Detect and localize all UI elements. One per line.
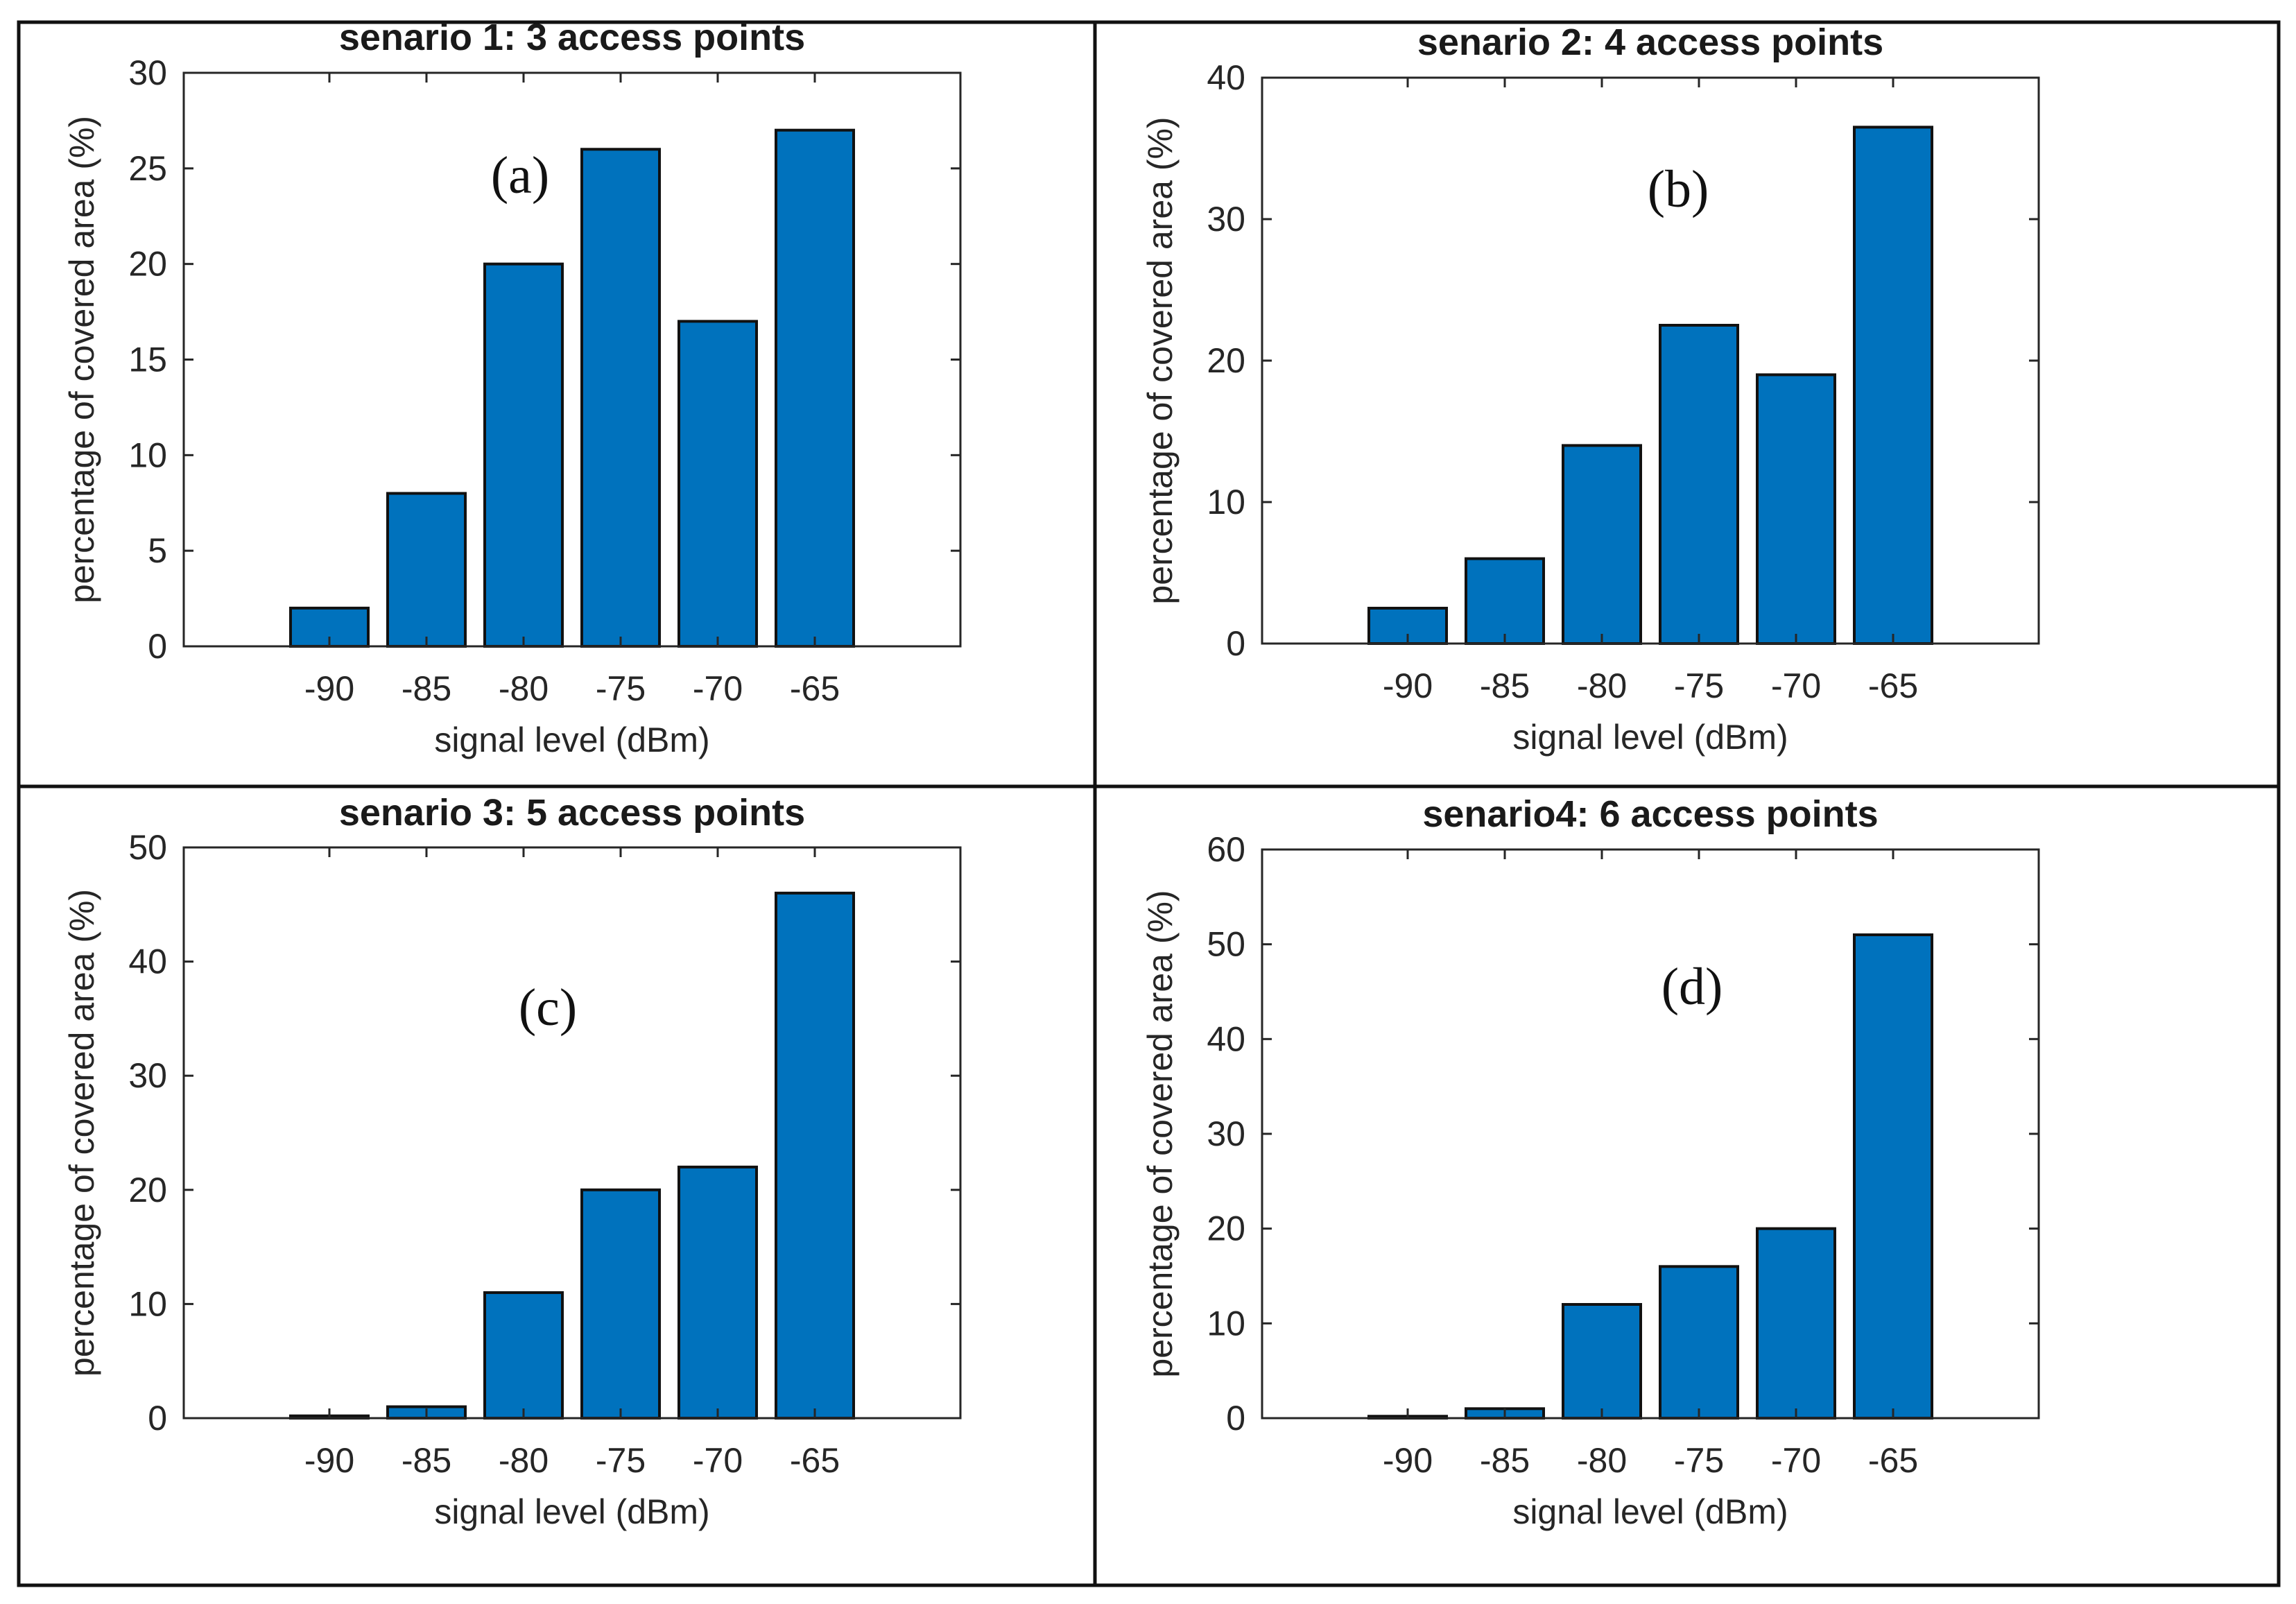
x-axis-label: signal level (dBm) xyxy=(1512,1492,1788,1531)
bar-minus70 xyxy=(1756,373,1836,646)
bar-minus85 xyxy=(1465,557,1545,645)
x-tick-label: -80 xyxy=(1577,1441,1627,1480)
bar-minus65 xyxy=(775,128,855,648)
y-tick-label: 0 xyxy=(148,1399,167,1438)
bar-minus75 xyxy=(580,148,661,648)
x-tick-label: -85 xyxy=(402,669,451,708)
bar-minus70 xyxy=(677,1165,758,1420)
panel-letter-label: (d) xyxy=(1661,958,1723,1016)
y-tick-label: 0 xyxy=(1226,1399,1245,1438)
chart-panel-2: senario 2: 4 access points 0 10 20 30 40 -90 -8… xyxy=(1141,21,2040,757)
panel-letter-label: (b) xyxy=(1648,160,1709,218)
y-axis-label: percentage of covered area (%) xyxy=(1141,890,1180,1377)
x-tick-label: -70 xyxy=(693,1441,743,1480)
bar-minus75 xyxy=(580,1188,661,1420)
y-tick-label: 10 xyxy=(128,1284,167,1323)
x-tick-label: -90 xyxy=(304,669,354,708)
y-axis-label: percentage of covered area (%) xyxy=(62,116,101,603)
y-tick-label: 0 xyxy=(1226,624,1245,663)
y-tick-label: 30 xyxy=(1207,1114,1245,1153)
chart-title: senario 3: 5 access points xyxy=(339,792,805,834)
y-tick-label: 10 xyxy=(1207,1304,1245,1343)
x-tick-label: -70 xyxy=(1771,666,1821,705)
y-tick-label: 10 xyxy=(128,436,167,474)
chart-panel-3: senario 3: 5 access points 0 10 20 30 40 50 -90… xyxy=(62,792,962,1531)
bar-minus80 xyxy=(483,262,564,648)
y-tick-label: 20 xyxy=(1207,341,1245,380)
bar-minus75 xyxy=(1659,1265,1739,1420)
y-tick-label: 30 xyxy=(1207,200,1245,239)
y-tick-label: 25 xyxy=(128,149,167,188)
bar-minus70 xyxy=(1756,1227,1836,1420)
x-axis-label: signal level (dBm) xyxy=(434,1492,709,1531)
x-tick-label: -90 xyxy=(1383,666,1433,705)
table-frame xyxy=(17,20,2281,1587)
x-tick-label: -70 xyxy=(1771,1441,1821,1480)
y-tick-label: 20 xyxy=(128,245,167,284)
bar-minus85 xyxy=(386,492,467,648)
x-tick-label: -65 xyxy=(1868,1441,1918,1480)
y-tick-label: 30 xyxy=(128,53,167,92)
x-axis-label: signal level (dBm) xyxy=(1512,718,1788,757)
x-axis-label: signal level (dBm) xyxy=(434,721,709,759)
bar-minus65 xyxy=(1853,933,1933,1420)
y-tick-label: 0 xyxy=(148,627,167,666)
y-tick-label: 40 xyxy=(1207,58,1245,97)
chart-panel-4: senario4: 6 access points 0 10 20 30 40 50 60 -9… xyxy=(1141,793,2040,1531)
bar-minus80 xyxy=(1562,1303,1642,1420)
bar-minus65 xyxy=(775,891,855,1420)
bar-minus65 xyxy=(1853,126,1933,645)
bar-minus80 xyxy=(1562,444,1642,646)
x-tick-label: -75 xyxy=(596,669,646,708)
y-tick-label: 50 xyxy=(1207,925,1245,964)
x-tick-label: -70 xyxy=(693,669,743,708)
x-tick-label: -65 xyxy=(790,1441,840,1480)
panel-letter-label: (a) xyxy=(491,146,549,205)
y-tick-label: 30 xyxy=(128,1056,167,1095)
x-tick-label: -90 xyxy=(304,1441,354,1480)
chart-title: senario 2: 4 access points xyxy=(1417,21,1883,63)
y-tick-label: 10 xyxy=(1207,483,1245,521)
y-tick-label: 5 xyxy=(148,531,167,570)
y-axis-label: percentage of covered area (%) xyxy=(1141,117,1180,604)
chart-panel-1: senario 1: 3 access points 0 5 10 15 20 25 30 -9… xyxy=(62,17,962,759)
x-tick-label: -65 xyxy=(1868,666,1918,705)
y-tick-label: 20 xyxy=(128,1171,167,1209)
y-axis-label: percentage of covered area (%) xyxy=(62,889,101,1377)
x-tick-label: -75 xyxy=(596,1441,646,1480)
chart-title: senario4: 6 access points xyxy=(1422,793,1878,835)
y-tick-label: 40 xyxy=(1207,1019,1245,1058)
y-tick-label: 20 xyxy=(1207,1209,1245,1248)
y-tick-label: 50 xyxy=(128,828,167,867)
y-tick-label: 60 xyxy=(1207,830,1245,869)
x-tick-label: -85 xyxy=(1480,1441,1530,1480)
chart-title: senario 1: 3 access points xyxy=(339,17,805,58)
x-tick-label: -80 xyxy=(499,669,549,708)
y-tick-label: 40 xyxy=(128,942,167,981)
bar-minus80 xyxy=(483,1291,564,1420)
axes-box xyxy=(182,846,962,1420)
x-tick-label: -85 xyxy=(1480,666,1530,705)
x-tick-label: -65 xyxy=(790,669,840,708)
x-tick-label: -75 xyxy=(1674,666,1724,705)
x-tick-label: -85 xyxy=(402,1441,451,1480)
x-tick-label: -90 xyxy=(1383,1441,1433,1480)
x-tick-label: -80 xyxy=(499,1441,549,1480)
y-tick-label: 15 xyxy=(128,340,167,379)
bar-minus75 xyxy=(1659,324,1739,645)
x-tick-label: -80 xyxy=(1577,666,1627,705)
bar-minus70 xyxy=(677,320,758,648)
x-tick-label: -75 xyxy=(1674,1441,1724,1480)
panel-letter-label: (c) xyxy=(519,978,577,1037)
